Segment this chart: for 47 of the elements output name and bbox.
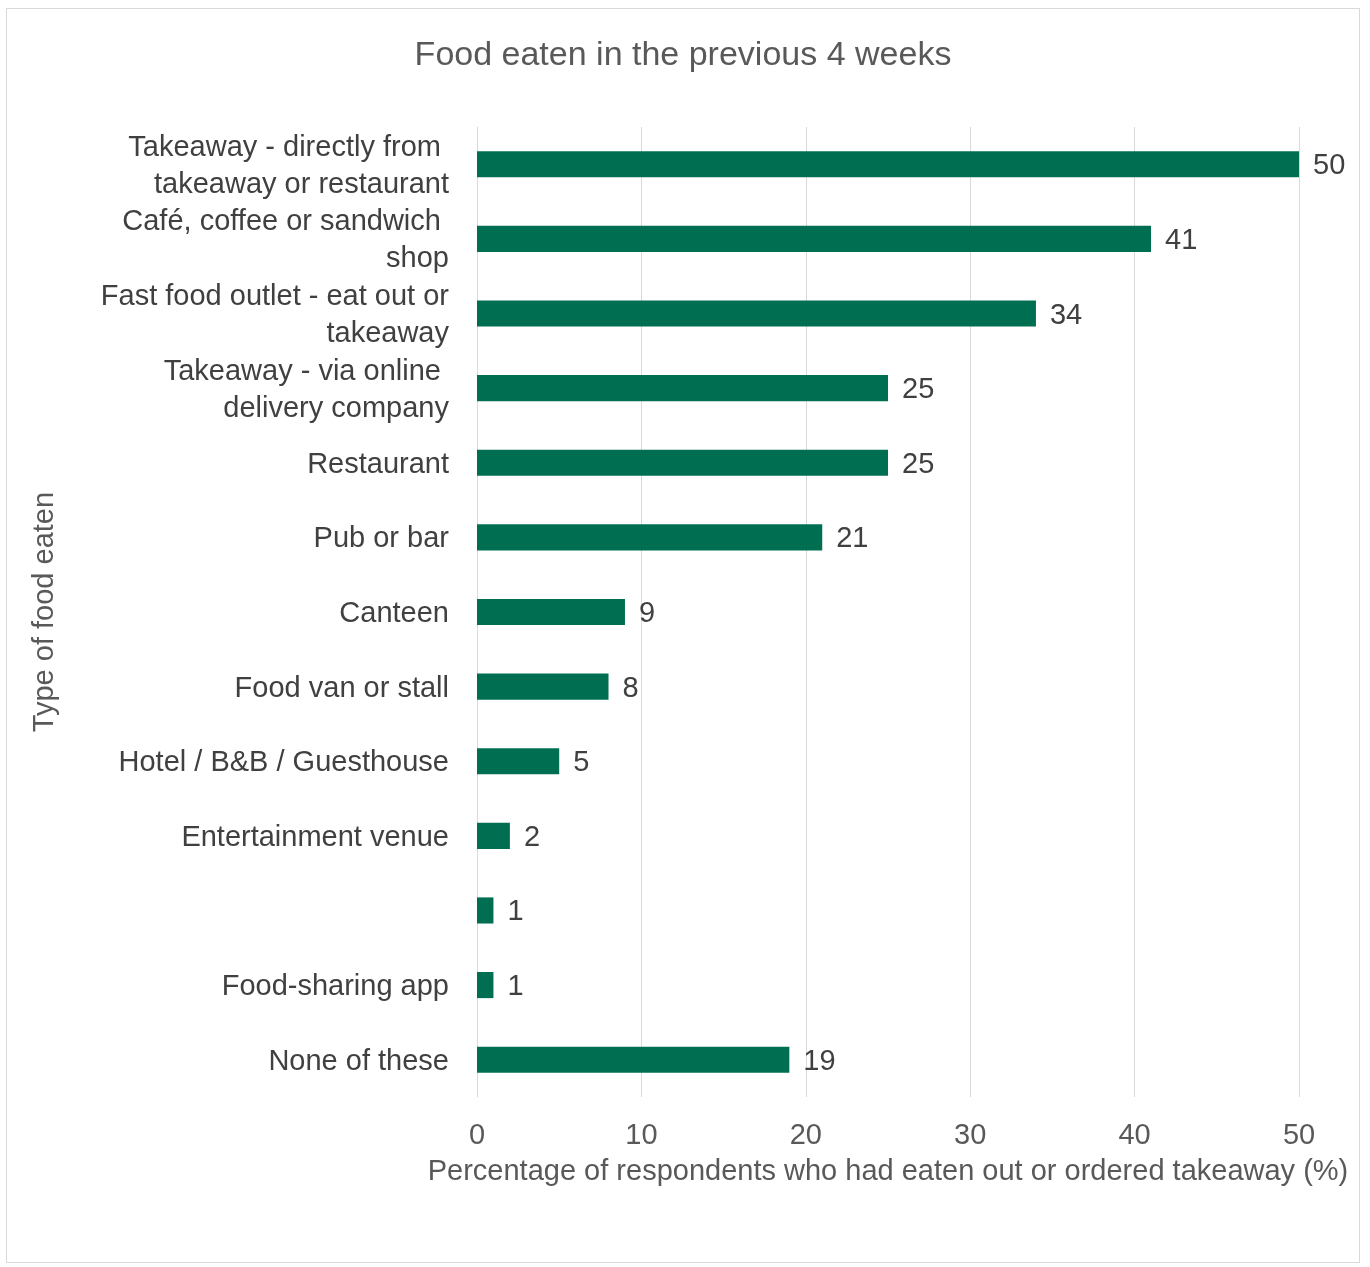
y-tick-label: Fast food outlet - eat out or takeaway [100,279,450,349]
y-tick-label: Canteen [339,596,449,628]
x-tick-label: 40 [1118,1117,1151,1150]
x-axis-title: Percentage of respondents who had eaten out or ordered takeaway (%) [427,1153,1349,1186]
data-label: 2 [523,819,541,852]
data-label: 21 [836,521,869,554]
data-label: 1 [507,894,524,927]
y-tick-label: Entertainment venue [181,819,449,852]
x-tick-label: 20 [789,1117,822,1150]
bar [477,151,1299,178]
y-tick-label: Pub or bar [313,521,450,554]
x-tick-label: 0 [468,1117,486,1150]
bar [477,449,888,476]
y-tick-label: Food van or stall [234,670,449,703]
bar [477,225,1152,252]
bar [477,972,494,999]
data-label: 25 [902,446,935,479]
y-tick-label: Food-sharing app [221,969,449,1002]
bar [477,822,510,849]
data-label: 9 [638,596,656,628]
x-tick-label: 10 [625,1117,658,1150]
data-label: 50 [1313,148,1346,181]
y-tick-label: Café, coffee or sandwich shop [122,204,449,274]
y-tick-label: Takeaway - via online delivery company [163,353,450,423]
bar [477,598,625,626]
y-tick-label: None of these [268,1043,449,1076]
data-label: 25 [902,372,935,405]
bar [477,375,888,402]
data-label: 8 [622,670,639,703]
y-axis-title: Type of food eaten [26,491,59,733]
x-tick-label: 30 [954,1117,987,1150]
bar [477,748,560,775]
y-tick-label: Takeaway - directly from takeaway or restaurant [128,129,449,199]
bar [477,524,823,551]
bar [477,673,609,700]
data-label: 41 [1165,222,1198,255]
bar [477,897,494,924]
data-label: 34 [1049,297,1083,330]
data-label: 1 [507,969,524,1002]
bar [477,300,1036,327]
data-label: 19 [803,1043,836,1076]
bar [477,1046,790,1073]
chart-title: Food eaten in the previous 4 weeks [414,34,952,72]
data-label: 5 [573,745,590,778]
x-tick-label: 50 [1282,1117,1316,1150]
y-tick-label: Restaurant [307,446,449,479]
y-tick-label: Hotel / B&B / Guesthouse [118,745,449,778]
